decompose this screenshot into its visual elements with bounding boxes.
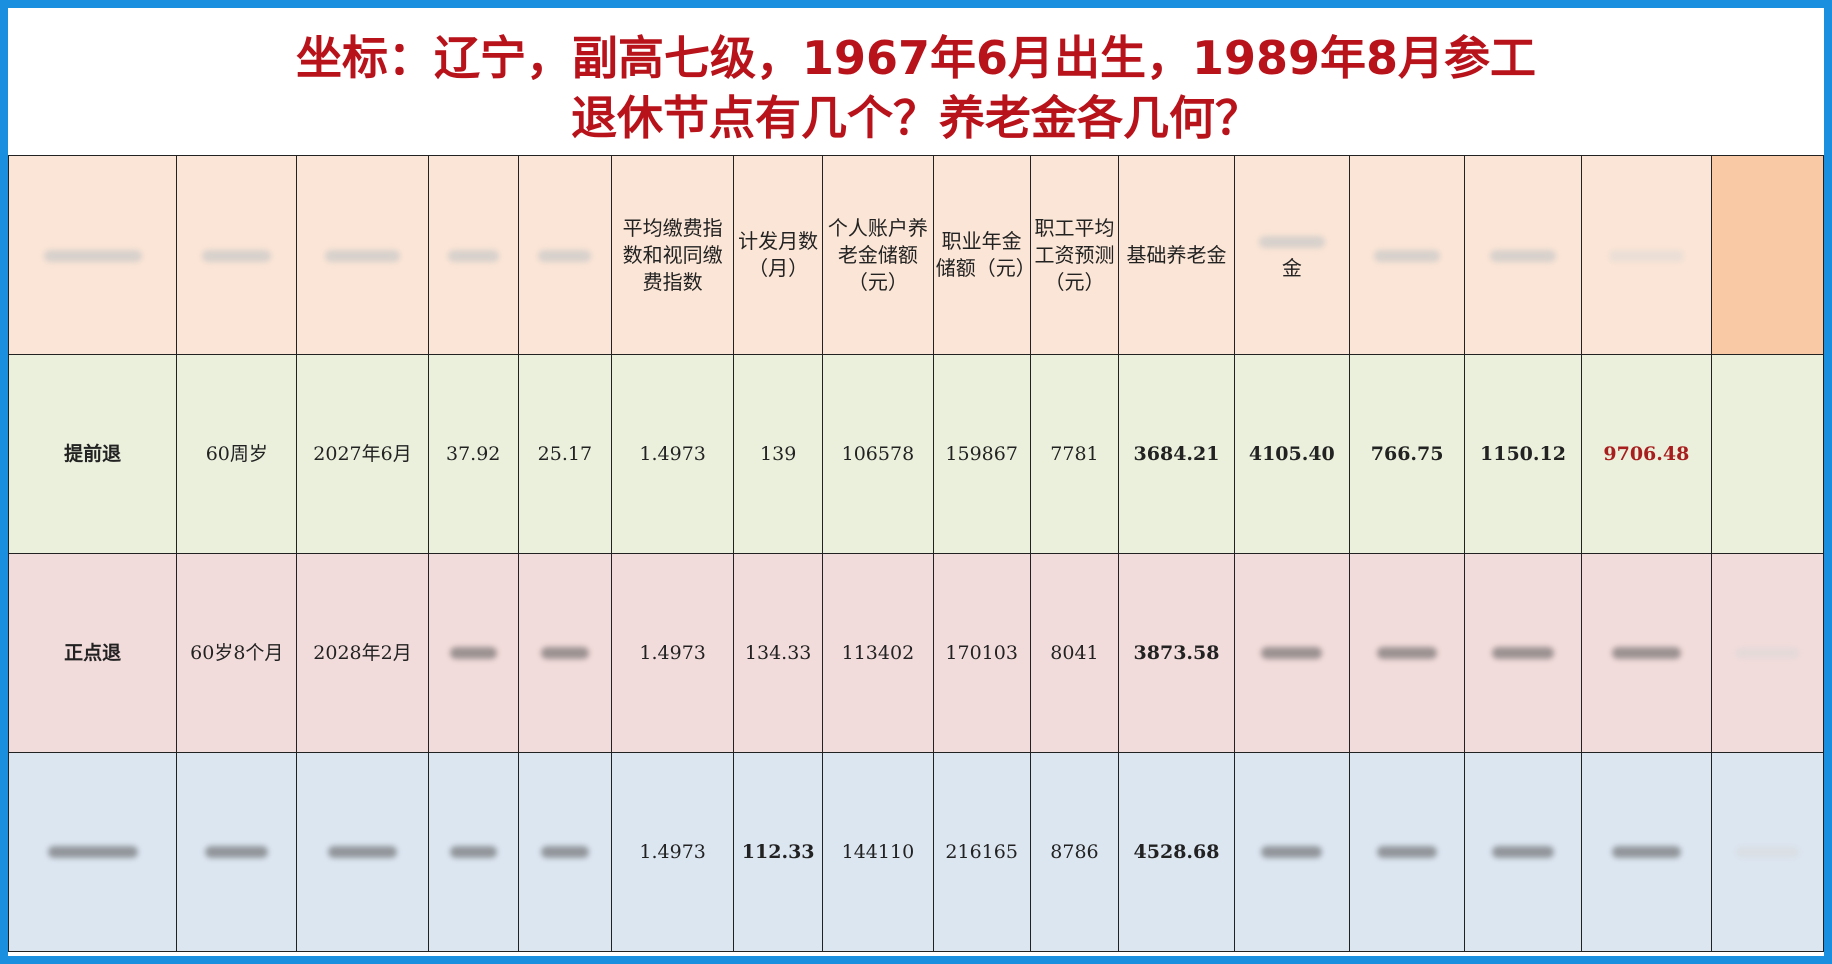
- pension-table: 平均缴费指数和视同缴费指数 计发月数（月） 个人账户养老金储额（元） 职业年金储…: [8, 155, 1824, 952]
- row-cell-empty: [1711, 354, 1824, 554]
- row-cell: 766.75: [1348, 354, 1466, 554]
- row-date: 2028年2月: [296, 553, 429, 753]
- row-occupational: 159867: [932, 354, 1031, 554]
- row-personal-account: 106578: [822, 354, 934, 554]
- row-cell-blurred: [1348, 752, 1466, 952]
- row-avg-wage: 7781: [1029, 354, 1120, 554]
- row-avg-index: 1.4973: [611, 354, 735, 554]
- row-cell-blurred: [296, 752, 429, 952]
- row-cell-blurred: [1233, 553, 1350, 753]
- row-personal-account: 144110: [822, 752, 934, 952]
- table-row: 1.4973 112.33 144110 216165 8786 4528.68: [8, 752, 1824, 952]
- row-avg-wage: 8041: [1029, 553, 1120, 753]
- header-cell-blurred: [427, 155, 519, 355]
- header-cell-blurred: [8, 155, 178, 355]
- row-cell-blurred: [1464, 752, 1582, 952]
- row-cell-blurred: [1711, 553, 1824, 753]
- row-cell-blurred: [176, 752, 298, 952]
- header-avg-wage: 职工平均工资预测（元）: [1029, 155, 1120, 355]
- row-cell-blurred: [517, 553, 613, 753]
- row-cell: 1150.12: [1464, 354, 1582, 554]
- row-basic-pension: 3684.21: [1118, 354, 1235, 554]
- header-occupational: 职业年金储额（元）: [932, 155, 1031, 355]
- row-personal-account: 113402: [822, 553, 934, 753]
- row-cell-blurred: [427, 553, 519, 753]
- row-months: 112.33: [733, 752, 824, 952]
- table-header-row: 平均缴费指数和视同缴费指数 计发月数（月） 个人账户养老金储额（元） 职业年金储…: [8, 155, 1824, 355]
- row-months: 134.33: [733, 553, 824, 753]
- header-col12-partial: 金: [1281, 256, 1302, 280]
- row-cell-blurred: [1580, 553, 1713, 753]
- row-avg-index: 1.4973: [611, 553, 735, 753]
- table-row: 正点退 60岁8个月 2028年2月 1.4973 134.33 113402 …: [8, 553, 1824, 753]
- row-basic-pension: 4528.68: [1118, 752, 1235, 952]
- header-cell-blurred: [1464, 155, 1582, 355]
- row-cell-blurred: [517, 752, 613, 952]
- row-type: 提前退: [8, 354, 178, 554]
- header-basic-pension: 基础养老金: [1118, 155, 1235, 355]
- header-personal-account: 个人账户养老金储额（元）: [822, 155, 934, 355]
- row-age: 60周岁: [176, 354, 298, 554]
- row-age: 60岁8个月: [176, 553, 298, 753]
- row-cell: 37.92: [427, 354, 519, 554]
- row-basic-pension: 3873.58: [1118, 553, 1235, 753]
- row-cell-blurred: [1464, 553, 1582, 753]
- row-date: 2027年6月: [296, 354, 429, 554]
- title-line-2: 退休节点有几个？养老金各几何？: [571, 91, 1261, 145]
- row-cell-blurred: [1348, 553, 1466, 753]
- row-cell-blurred: [427, 752, 519, 952]
- row-avg-wage: 8786: [1029, 752, 1120, 952]
- table-row: 提前退 60周岁 2027年6月 37.92 25.17 1.4973 139 …: [8, 354, 1824, 554]
- row-cell: 4105.40: [1233, 354, 1350, 554]
- page-title: 坐标：辽宁，副高七级，1967年6月出生，1989年8月参工 退休节点有几个？养…: [8, 8, 1824, 155]
- header-cell-blurred: [296, 155, 429, 355]
- row-occupational: 170103: [932, 553, 1031, 753]
- header-cell-blurred: [1580, 155, 1713, 355]
- row-type: 正点退: [8, 553, 178, 753]
- row-total: 9706.48: [1580, 354, 1713, 554]
- header-cell-empty: [1711, 155, 1824, 355]
- row-avg-index: 1.4973: [611, 752, 735, 952]
- row-cell-blurred: [1580, 752, 1713, 952]
- title-line-1: 坐标：辽宁，副高七级，1967年6月出生，1989年8月参工: [295, 31, 1537, 85]
- page-frame: 坐标：辽宁，副高七级，1967年6月出生，1989年8月参工 退休节点有几个？养…: [8, 8, 1824, 956]
- header-avg-index: 平均缴费指数和视同缴费指数: [611, 155, 735, 355]
- row-cell-blurred: [8, 752, 178, 952]
- header-cell-blurred: [517, 155, 613, 355]
- row-cell-blurred: [1233, 752, 1350, 952]
- row-occupational: 216165: [932, 752, 1031, 952]
- row-cell: 25.17: [517, 354, 613, 554]
- header-cell-blurred: [1348, 155, 1466, 355]
- header-months: 计发月数（月）: [733, 155, 824, 355]
- header-col12: 金: [1233, 155, 1350, 355]
- row-months: 139: [733, 354, 824, 554]
- header-cell-blurred: [176, 155, 298, 355]
- row-cell-blurred: [1711, 752, 1824, 952]
